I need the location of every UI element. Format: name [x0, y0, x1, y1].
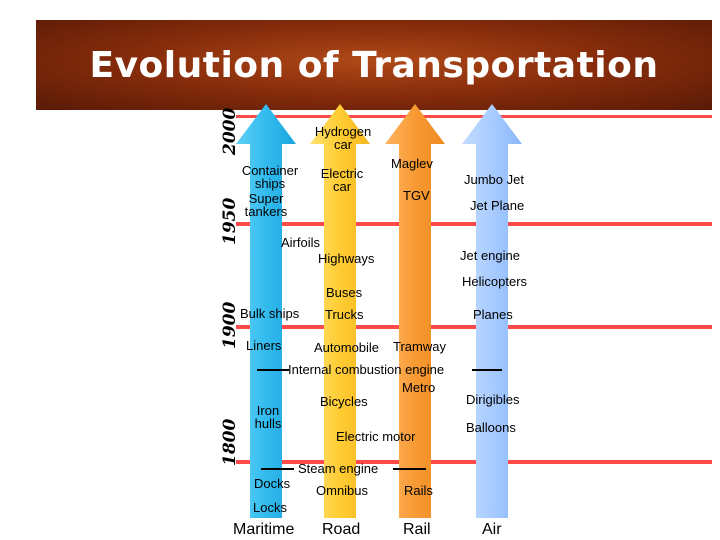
era-line-1800	[236, 460, 712, 464]
label-internal-combustion-engine: Internal combustion engine	[288, 362, 445, 377]
label-planes: Planes	[473, 307, 513, 322]
internal-combustion-line-right	[472, 369, 502, 371]
label-jumbo-jet: Jumbo Jet	[464, 172, 524, 187]
era-line-1900	[236, 325, 712, 329]
mode-label-air: Air	[482, 521, 502, 538]
label-container-ships: Container ships	[241, 163, 299, 191]
maritime-arrow	[236, 104, 296, 518]
mode-label-rail: Rail	[403, 521, 431, 538]
label-helicopters: Helicopters	[462, 274, 528, 289]
label-hydrogen-car: Hydrogen car	[314, 124, 372, 152]
label-electric-car: Electric car	[320, 166, 364, 194]
label-highways: Highways	[318, 251, 375, 266]
label-tramway: Tramway	[393, 339, 446, 354]
internal-combustion-line-left	[257, 369, 289, 371]
label-jet-engine: Jet engine	[460, 248, 520, 263]
label-iron-hulls: Iron hulls	[254, 403, 282, 431]
steam-engine-line-right	[393, 468, 426, 470]
label-bulk-ships: Bulk ships	[240, 306, 300, 321]
label-metro: Metro	[402, 380, 436, 395]
road-arrow	[310, 104, 370, 518]
label-tgv: TGV	[403, 188, 430, 203]
label-jet-plane: Jet Plane	[470, 198, 525, 213]
era-line-2000	[236, 115, 712, 118]
label-docks: Docks	[254, 476, 291, 491]
mode-label-maritime: Maritime	[233, 521, 295, 538]
air-arrow	[462, 104, 522, 518]
label-airfoils: Airfoils	[281, 235, 321, 250]
mode-label-road: Road	[322, 521, 361, 538]
label-buses: Buses	[326, 285, 363, 300]
page-title: Evolution of Transportation	[89, 45, 659, 86]
title-banner: Evolution of Transportation	[36, 20, 712, 110]
era-line-1950	[236, 222, 712, 226]
label-maglev: Maglev	[391, 156, 433, 171]
rail-arrow	[385, 104, 445, 518]
label-balloons: Balloons	[466, 420, 516, 435]
steam-engine-line-left	[261, 468, 294, 470]
label-dirigibles: Dirigibles	[466, 392, 520, 407]
label-electric-motor: Electric motor	[336, 429, 416, 444]
label-super-tankers: Super tankers	[244, 191, 288, 219]
label-omnibus: Omnibus	[316, 483, 369, 498]
label-liners: Liners	[246, 338, 282, 353]
label-locks: Locks	[253, 500, 287, 515]
label-trucks: Trucks	[325, 307, 364, 322]
label-automobile: Automobile	[314, 340, 380, 355]
label-rails: Rails	[404, 483, 433, 498]
label-steam-engine: Steam engine	[298, 461, 379, 476]
label-bicycles: Bicycles	[320, 394, 368, 409]
